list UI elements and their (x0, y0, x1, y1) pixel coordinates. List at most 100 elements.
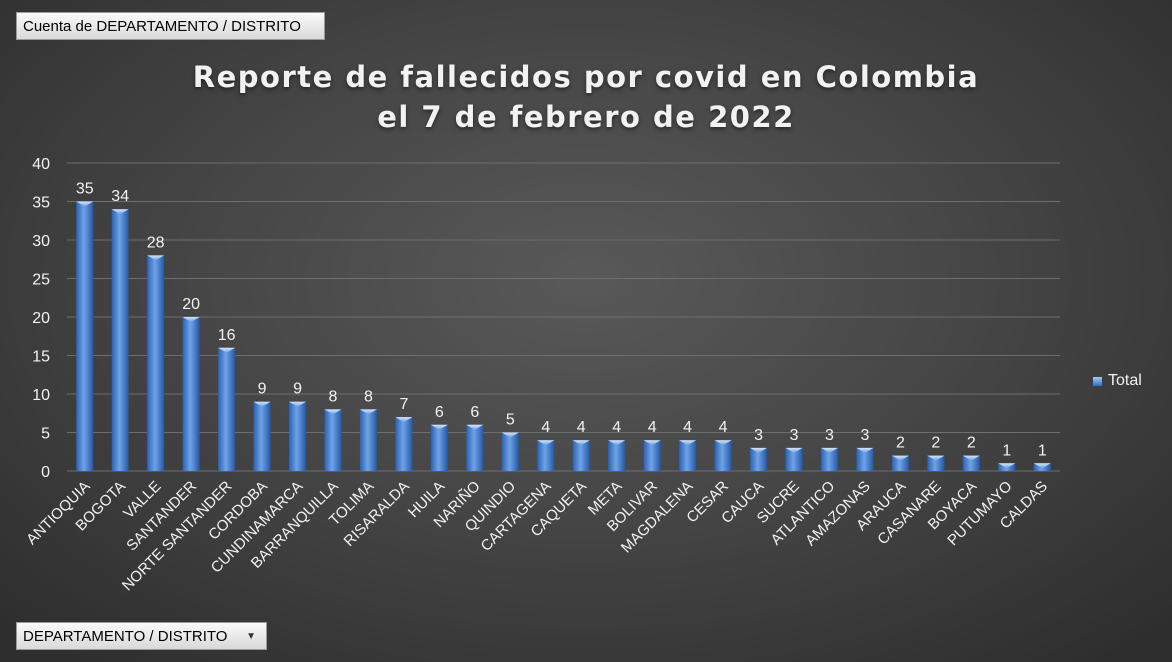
bar (962, 455, 980, 471)
bar-cap (76, 201, 94, 207)
bar (111, 209, 129, 471)
bar-cap (182, 317, 200, 322)
data-label: 2 (931, 435, 940, 452)
bar (785, 447, 803, 471)
bar (501, 432, 519, 471)
legend-swatch (1093, 376, 1102, 386)
bar (466, 424, 484, 471)
bar-cap (856, 447, 874, 453)
bar-cap (395, 417, 413, 423)
y-tick-label: 30 (32, 233, 50, 250)
y-tick-label: 20 (32, 310, 50, 327)
chevron-down-icon: ▼ (246, 630, 256, 642)
bar-cap (359, 409, 377, 415)
data-label: 16 (218, 327, 236, 344)
bar-cap (218, 347, 236, 353)
bar-cap (253, 401, 271, 407)
bar-cap (750, 447, 768, 453)
data-label: 9 (258, 381, 267, 398)
axis-field-dropdown[interactable]: DEPARTAMENTO / DISTRITO ▼ (16, 622, 267, 650)
bar-cap (927, 455, 945, 461)
bar-cap (430, 424, 448, 430)
bar-cap (891, 455, 909, 461)
value-field-label: Cuenta de DEPARTAMENTO / DISTRITO (23, 17, 301, 35)
y-tick-label: 5 (41, 426, 50, 443)
y-tick-label: 0 (41, 464, 50, 481)
bar-cap (608, 440, 626, 446)
y-tick-label: 35 (32, 195, 50, 212)
bar-cap (785, 447, 803, 453)
chart-title-line1: Reporte de fallecidos por covid en Colom… (192, 60, 980, 94)
bar-cap (820, 447, 838, 453)
data-label: 3 (860, 427, 869, 444)
y-tick-label: 40 (32, 156, 50, 173)
axis-field-label: DEPARTAMENTO / DISTRITO (23, 627, 228, 645)
bar (147, 255, 165, 471)
data-label: 3 (825, 427, 834, 444)
bar-cap (537, 440, 555, 446)
bar-cap (998, 463, 1016, 469)
data-label: 4 (577, 419, 586, 436)
data-label: 20 (182, 296, 200, 313)
bar (891, 455, 909, 471)
bar (395, 417, 413, 471)
data-label: 28 (147, 234, 165, 251)
bar-cap (466, 424, 484, 430)
bar (218, 347, 236, 471)
bar-cap (1033, 463, 1051, 469)
y-tick-label: 10 (32, 387, 50, 404)
data-label: 6 (435, 404, 444, 421)
bar (608, 440, 626, 471)
data-label: 4 (612, 419, 621, 436)
bar-cap (643, 440, 661, 446)
bar (820, 447, 838, 471)
data-label: 4 (719, 419, 728, 436)
bar (750, 447, 768, 471)
data-label: 8 (364, 388, 373, 405)
legend: Total (1093, 372, 1142, 390)
data-label: 34 (111, 188, 129, 205)
data-label: 1 (1038, 442, 1047, 459)
data-label: 2 (896, 435, 905, 452)
bar-cap (289, 401, 307, 407)
bar (927, 455, 945, 471)
bar-cap (111, 209, 129, 215)
bar-cap (147, 255, 165, 261)
chart-title-line2: el 7 de febrero de 2022 (377, 100, 795, 134)
bar (182, 317, 200, 471)
data-label: 8 (329, 388, 338, 405)
bar-cap (501, 432, 519, 438)
bar (430, 424, 448, 471)
bar-cap (324, 409, 342, 415)
y-tick-label: 25 (32, 272, 50, 289)
data-label: 4 (683, 419, 692, 436)
bar (253, 401, 271, 471)
bar-cap (679, 440, 697, 446)
data-label: 6 (470, 404, 479, 421)
data-label: 3 (790, 427, 799, 444)
bar-cap (714, 440, 732, 446)
bar (324, 409, 342, 471)
bar-cap (962, 455, 980, 461)
bar (856, 447, 874, 471)
data-label: 4 (648, 419, 657, 436)
data-label: 9 (293, 381, 302, 398)
bar (359, 409, 377, 471)
legend-label: Total (1108, 372, 1142, 389)
data-label: 7 (399, 396, 408, 413)
value-field-button[interactable]: Cuenta de DEPARTAMENTO / DISTRITO (16, 12, 325, 40)
bar (572, 440, 590, 471)
bar (643, 440, 661, 471)
data-label: 35 (76, 181, 94, 198)
data-label: 2 (967, 435, 976, 452)
data-label: 5 (506, 412, 515, 429)
bar (76, 201, 94, 471)
bar (714, 440, 732, 471)
data-label: 1 (1002, 442, 1011, 459)
bar (679, 440, 697, 471)
data-label: 4 (541, 419, 550, 436)
data-label: 3 (754, 427, 763, 444)
y-tick-label: 15 (32, 349, 50, 366)
bar (537, 440, 555, 471)
